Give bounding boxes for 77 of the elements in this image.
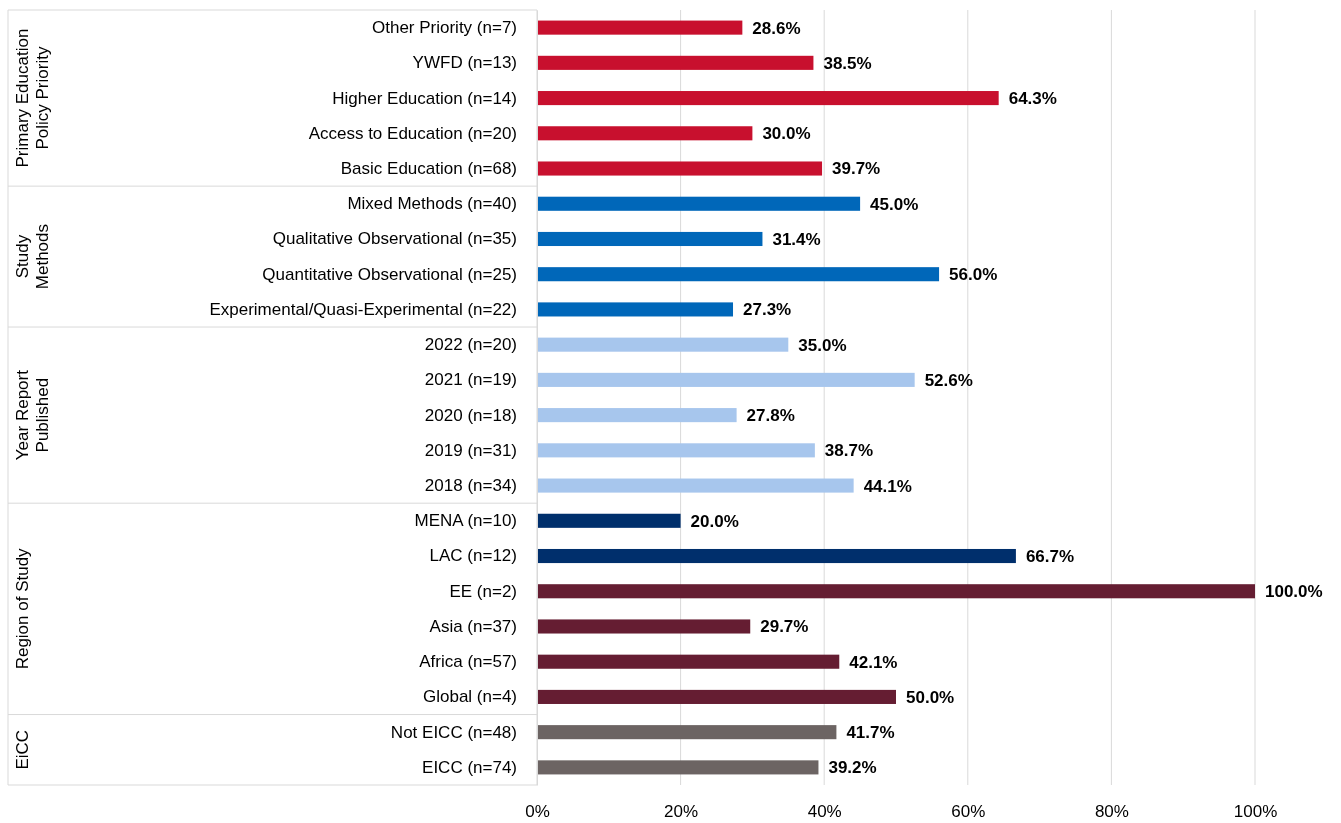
data-label: 38.7%	[824, 441, 874, 461]
bar	[537, 302, 734, 317]
y-tick-label: 2019 (n=31)	[424, 440, 517, 460]
text: EiCC	[13, 729, 32, 770]
data-label: 38.5%	[823, 53, 872, 73]
text: Region of Study	[13, 547, 32, 670]
y-tick-label: MENA (n=10)	[414, 511, 517, 531]
text: Year Report Published	[13, 369, 52, 461]
y-tick-label: Mixed Methods (n=40)	[347, 194, 517, 214]
bar	[537, 231, 763, 247]
y-tick-label: Higher Education (n=14)	[332, 88, 517, 108]
data-label: 31.4%	[772, 229, 821, 249]
x-tick-label: 60%	[951, 802, 986, 822]
y-tick-label: EE (n=2)	[449, 581, 517, 601]
y-tick-label: 2021 (n=19)	[424, 370, 517, 390]
y-tick-label: Quantitative Observational (n=25)	[262, 264, 517, 284]
y-tick-label: Africa (n=57)	[419, 652, 517, 672]
bar	[537, 478, 854, 493]
x-tick-label: 80%	[1094, 802, 1129, 822]
data-label: 28.6%	[752, 18, 801, 38]
text: Primary Education Policy Priority	[13, 28, 52, 168]
data-label: 45.0%	[870, 194, 919, 214]
y-tick-label: Not EICC (n=48)	[390, 722, 517, 742]
bar	[537, 619, 751, 634]
bar	[537, 337, 789, 352]
bar	[537, 20, 743, 35]
data-label: 39.7%	[832, 159, 881, 179]
y-tick-label: 2022 (n=20)	[424, 335, 517, 355]
bar	[537, 513, 681, 528]
x-tick-label: 40%	[807, 802, 842, 822]
data-label: 56.0%	[949, 265, 998, 285]
y-tick-label: Experimental/Quasi-Experimental (n=22)	[209, 299, 517, 319]
bar	[537, 443, 815, 458]
bar	[537, 689, 896, 704]
bar	[537, 584, 1255, 599]
bar	[537, 161, 823, 176]
bar	[537, 760, 819, 775]
data-label: 35.0%	[798, 335, 847, 355]
data-label: 27.3%	[743, 300, 792, 320]
data-label: 39.2%	[828, 758, 877, 778]
data-label: 42.1%	[849, 652, 898, 672]
data-label: 44.1%	[863, 476, 912, 496]
y-tick-label: Basic Education (n=68)	[340, 158, 517, 178]
bar	[537, 725, 837, 740]
data-label: 27.8%	[746, 406, 795, 426]
y-tick-label: YWFD (n=13)	[412, 53, 517, 73]
data-label: 52.6%	[924, 370, 973, 390]
x-tick-label: 20%	[664, 802, 699, 822]
x-tick-label: 0%	[525, 802, 550, 822]
data-label: 100.0%	[1265, 582, 1323, 602]
y-tick-label: LAC (n=12)	[429, 546, 517, 566]
data-label: 50.0%	[906, 687, 955, 707]
bar	[537, 372, 915, 387]
bar	[537, 267, 940, 282]
y-tick-label: Other Priority (n=7)	[371, 18, 517, 38]
y-tick-label: Qualitative Observational (n=35)	[272, 229, 517, 249]
data-label: 41.7%	[846, 723, 895, 743]
y-tick-label: 2020 (n=18)	[424, 405, 517, 425]
x-tick-label: 100%	[1233, 802, 1278, 822]
bar	[537, 55, 814, 70]
text: Study Methods	[13, 223, 52, 290]
y-tick-label: Asia (n=37)	[429, 616, 517, 636]
bar	[537, 548, 1016, 564]
y-tick-label: EICC (n=74)	[422, 757, 517, 777]
y-tick-label: 2018 (n=34)	[424, 476, 517, 496]
data-label: 29.7%	[760, 617, 809, 637]
bar	[537, 654, 840, 669]
bar	[537, 408, 737, 423]
bar	[537, 91, 999, 106]
y-tick-label: Global (n=4)	[422, 687, 517, 707]
data-label: 20.0%	[690, 511, 739, 531]
bar	[537, 196, 861, 211]
bar	[537, 126, 753, 141]
data-label: 66.7%	[1025, 546, 1075, 566]
data-label: 30.0%	[762, 124, 811, 144]
y-tick-label: Access to Education (n=20)	[308, 123, 517, 143]
data-label: 64.3%	[1008, 89, 1057, 109]
